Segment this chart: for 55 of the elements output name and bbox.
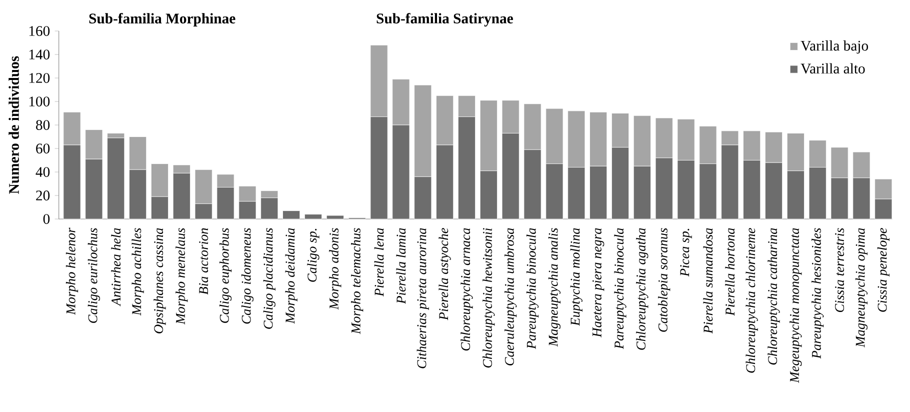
y-axis-title: Numero de individuos <box>8 56 19 194</box>
x-tick-label: Morpho menelaus <box>176 228 188 325</box>
x-tick-label: Cissia terrestris <box>835 228 844 312</box>
y-tick-label: 40 <box>36 167 50 177</box>
x-tick-label: Caeruleuptychia umbrosa <box>504 228 517 366</box>
x-tick-label: Pierella lamia <box>396 228 406 304</box>
x-tick-label: Pareuptychia binocula <box>526 228 539 350</box>
x-tick-label: Morpho telemachus <box>351 228 364 334</box>
x-tick-label: Opsiphanes cassina <box>154 228 166 334</box>
x-tick-label: Antirrhea hela <box>111 228 121 306</box>
x-tick-label: Chloreuptychia agatha <box>636 228 648 350</box>
x-tick-label: Magneuptychia opima <box>855 228 868 348</box>
x-tick-label: Morpho achilles <box>132 228 144 316</box>
x-tick-label: Euptychia mollina <box>570 228 582 326</box>
y-tick-label: 0 <box>43 214 50 224</box>
y-tick-label: 60 <box>36 144 50 154</box>
x-tick-label: Catoblepia soranus <box>658 228 670 332</box>
y-tick-label: 140 <box>29 50 50 60</box>
legend-label: Varilla bajo <box>800 40 868 54</box>
x-tick-label: Chloreuptychia catharina <box>768 228 780 365</box>
x-tick-label: Chloreuptychia hewitsonii <box>482 228 495 368</box>
x-tick-label: Morpho adonis <box>329 228 342 310</box>
x-tick-label: Cithaerias pireta aurorina <box>416 228 429 368</box>
y-tick-label: 160 <box>29 26 50 36</box>
x-tick-label: Pierella astyoche <box>438 228 451 320</box>
x-tick-label: Haetera piera negra <box>592 228 604 338</box>
x-tick-label: Picea sp. <box>680 228 692 277</box>
y-tick-label: 80 <box>36 120 50 130</box>
x-tick-label: Bia actorion <box>199 228 208 295</box>
bar <box>326 215 344 220</box>
x-tick-label: Morpho deidamia <box>285 228 298 324</box>
x-tick-label: Cissia penelope <box>877 228 890 312</box>
legend-label: Varilla alto <box>800 63 865 74</box>
y-tick-label: 20 <box>36 190 50 200</box>
text: Sub-familia Morphinae <box>89 12 236 26</box>
x-tick-label: Pierella sumandosa <box>703 228 713 334</box>
x-tick-label: Pierella hortona <box>725 228 735 316</box>
x-tick-label: Magneuptychia analis <box>548 228 561 347</box>
x-tick-label: Chloreuptychia chlorineme <box>746 228 758 373</box>
x-tick-label: Morpho helenor <box>66 228 78 315</box>
bar <box>282 210 300 220</box>
x-tick-label: Caligo sp. <box>307 228 320 282</box>
x-tick-label: Caligo placidianus <box>263 228 276 329</box>
x-tick-label: Caligo euphorbus <box>219 228 232 323</box>
x-tick-label: Caligo eurilochus <box>88 228 100 323</box>
x-tick-label: Pierella lena <box>374 228 384 297</box>
x-tick-label: Pareuptychia hesionides <box>812 228 824 359</box>
x-tick-label: Megeuptychia monopunctata <box>790 228 802 383</box>
x-tick-label: Caligo idomeneus <box>241 228 254 324</box>
bar <box>304 214 322 220</box>
text: Sub-familia Satirynae <box>376 12 513 26</box>
y-tick-label: 100 <box>29 96 50 106</box>
x-tick-label: Pareuptychia binocula <box>614 228 626 350</box>
y-tick-label: 120 <box>29 73 50 83</box>
x-tick-label: Chloreuptychia arnaca <box>460 228 473 351</box>
